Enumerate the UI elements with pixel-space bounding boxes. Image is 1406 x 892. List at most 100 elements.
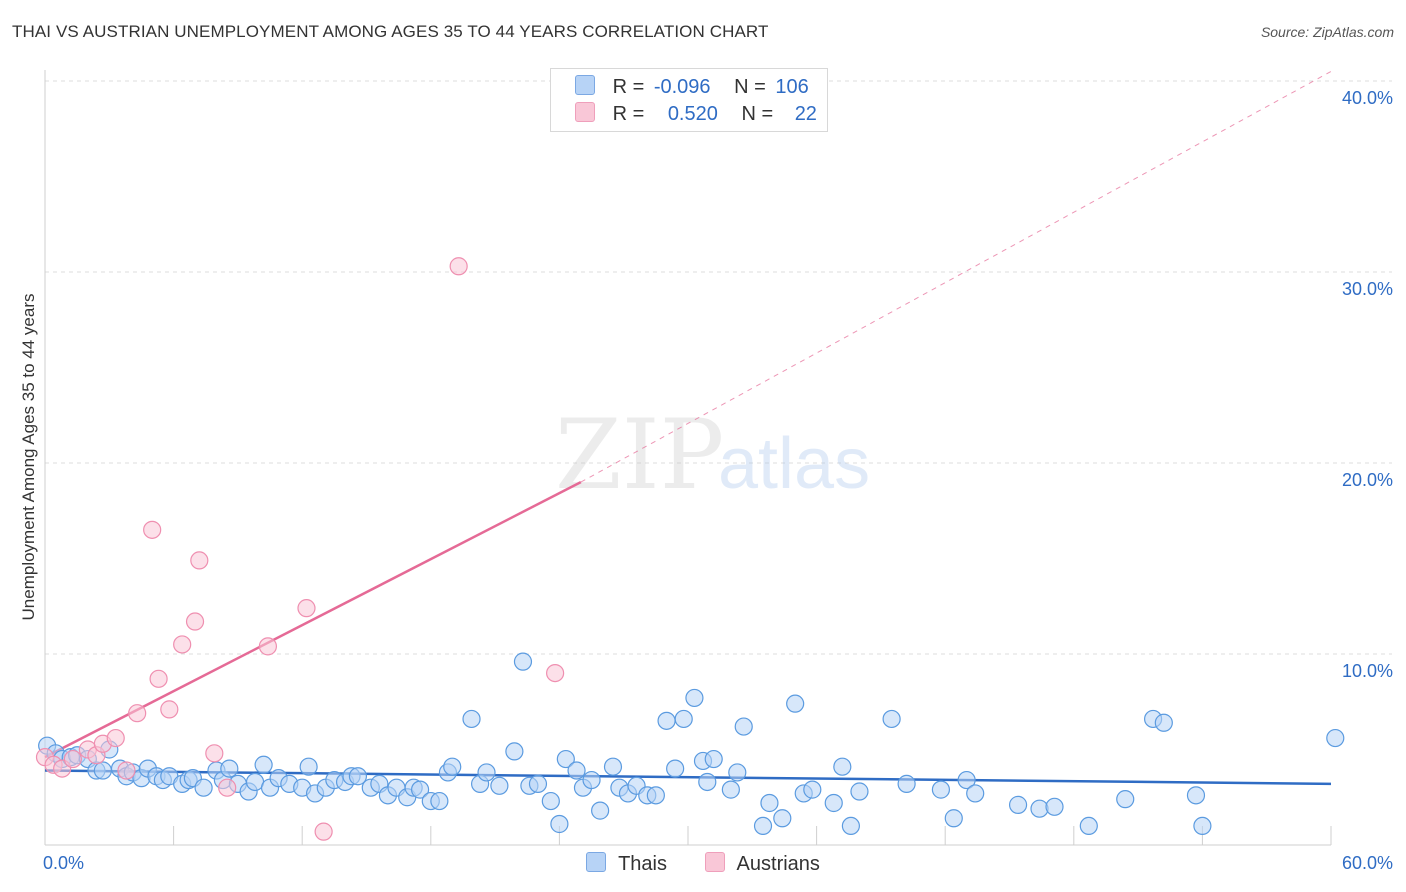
austrian-point (297, 599, 316, 618)
y-tick-label: 10.0% (1342, 661, 1393, 681)
austrian-point (314, 822, 333, 841)
thai-point (760, 793, 779, 813)
watermark-atlas: atlas (718, 424, 870, 504)
y-tick-label: 40.0% (1342, 88, 1393, 108)
austrian-point (117, 761, 136, 780)
y-tick-label: 20.0% (1342, 470, 1393, 490)
thai-point (1079, 816, 1098, 836)
thai-point (666, 759, 685, 778)
legend-item-thais[interactable]: Thais (586, 852, 667, 876)
thai-point (220, 759, 239, 778)
legend-item-austrians[interactable]: Austrians (704, 852, 820, 876)
thai-point (567, 761, 586, 780)
austrian-point (149, 669, 168, 688)
austrian-point (205, 744, 224, 763)
thai-point (541, 791, 560, 811)
austrian-point (63, 749, 82, 769)
thai-point (850, 782, 869, 801)
stats-legend: R = -0.096 N = 106 R = 0.520 N = 22 (550, 68, 828, 132)
austrians-trend-extension (580, 71, 1332, 483)
r-value: 0.520 (667, 103, 718, 125)
thai-point (1030, 799, 1049, 818)
r-value: -0.096 (653, 76, 711, 98)
austrians-swatch (704, 852, 725, 872)
thai-point (556, 749, 575, 769)
thais-swatch (575, 75, 595, 95)
thai-point (966, 784, 985, 803)
thai-point (882, 709, 901, 729)
thai-point (1116, 790, 1135, 809)
thai-point (582, 770, 601, 790)
austrian-point (258, 637, 278, 656)
thai-point (194, 778, 213, 797)
thai-point (657, 711, 676, 730)
austrian-point (185, 612, 205, 631)
thai-point (443, 757, 462, 776)
thai-point (1154, 713, 1173, 732)
source-label: Source: ZipAtlas.com (1260, 24, 1394, 40)
chart-title: THAI VS AUSTRIAN UNEMPLOYMENT AMONG AGES… (12, 22, 769, 41)
thai-point (1008, 795, 1028, 814)
thai-point (698, 772, 717, 792)
r-label: R = (612, 76, 645, 98)
thai-point (462, 709, 481, 729)
y-axis-label: Unemployment Among Ages 35 to 44 years (19, 294, 38, 621)
thai-point (803, 780, 822, 799)
austrian-point (128, 704, 147, 723)
austrians-swatch (575, 102, 595, 122)
thai-point (299, 757, 318, 776)
thai-point (841, 816, 860, 836)
legend-label-austrians: Austrians (736, 853, 820, 875)
thai-point (254, 755, 273, 774)
y-tick-label: 30.0% (1342, 279, 1393, 299)
thai-point (753, 816, 773, 836)
watermark: ZIP atlas (555, 399, 870, 511)
n-label: N = (734, 76, 766, 98)
grid-layer (45, 80, 1392, 655)
thai-point (490, 776, 509, 795)
x-tick-label: 0.0% (43, 853, 84, 873)
thai-point (93, 761, 112, 780)
thai-point (603, 757, 623, 776)
thai-point (728, 763, 747, 782)
thai-point (833, 757, 852, 776)
austrian-point (218, 778, 237, 797)
legend-label-thais: Thais (618, 853, 667, 875)
thai-point (1186, 786, 1206, 805)
thai-point (734, 717, 753, 736)
x-tick-label: 60.0% (1342, 853, 1393, 873)
austrian-point (106, 728, 125, 748)
thai-point (897, 774, 916, 793)
points-layer (35, 257, 1345, 841)
thai-point (944, 809, 963, 828)
austrian-point (173, 635, 192, 654)
legend-row-thais: R = -0.096 N = 106 (575, 75, 809, 99)
thai-point (430, 791, 449, 811)
thai-point (704, 749, 723, 769)
r-label: R = (612, 103, 645, 125)
series-legend: Thais Austrians (0, 852, 1406, 876)
thai-point (410, 780, 430, 799)
n-value: 106 (775, 76, 809, 98)
thai-point (674, 709, 693, 729)
austrian-point (190, 551, 209, 570)
austrian-point (546, 663, 565, 683)
thai-point (1045, 797, 1064, 816)
thai-point (931, 780, 951, 799)
n-value: 22 (794, 103, 817, 125)
n-label: N = (741, 103, 774, 125)
thai-point (477, 763, 496, 782)
labels-layer: 10.0% 20.0% 30.0% 40.0% 0.0% 60.0% (43, 88, 1393, 873)
austrian-point (143, 520, 162, 539)
thai-point (550, 814, 569, 834)
thai-point (513, 652, 533, 671)
thai-point (957, 770, 976, 790)
thai-point (685, 688, 704, 708)
austrians-trend-line (44, 480, 582, 759)
thai-point (773, 809, 792, 828)
austrian-point (449, 257, 468, 276)
thai-point (824, 793, 843, 813)
watermark-zip: ZIP (555, 399, 724, 511)
thai-point (1193, 816, 1212, 836)
